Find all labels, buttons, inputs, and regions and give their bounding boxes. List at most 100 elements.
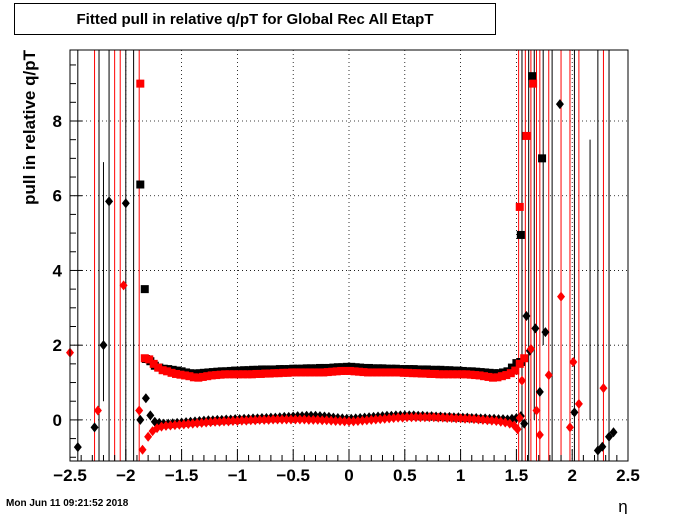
axes: −2.5 −2 −1.5 −1 −0.5 0 0.5 1 1.5 2 2.5 0 2 4 6 8 [53, 64, 640, 485]
x-tick-label: 2.5 [616, 466, 640, 485]
data-point-diamond [119, 280, 128, 291]
data-point-square [520, 354, 529, 363]
data-point-square [360, 363, 369, 372]
data-point-square [257, 365, 266, 374]
data-point-diamond [264, 414, 273, 425]
data-point-square [307, 364, 316, 373]
data-point-diamond [144, 431, 153, 442]
data-point-square [372, 368, 381, 377]
data-point-square [475, 371, 484, 380]
data-point-square [432, 365, 441, 374]
data-point-square [216, 370, 225, 379]
data-point-diamond [291, 414, 300, 425]
data-point-square [444, 370, 453, 379]
data-point-square [346, 366, 355, 375]
data-point-square [320, 363, 329, 372]
data-point-square [423, 365, 432, 374]
data-point-square [265, 369, 274, 378]
data-point-diamond [90, 422, 99, 433]
data-point-diamond [166, 420, 175, 431]
data-point-diamond [358, 415, 367, 426]
data-point-diamond [544, 370, 553, 381]
data-point-diamond [237, 415, 246, 426]
data-point-square [145, 355, 154, 364]
data-point-diamond [483, 415, 492, 426]
data-point-diamond [478, 414, 487, 425]
data-point-square [301, 368, 310, 377]
data-point-diamond [197, 417, 206, 428]
data-point-square [240, 366, 249, 375]
x-tick-label: −2 [116, 466, 135, 485]
data-point-square [377, 368, 386, 377]
data-point-diamond [309, 414, 318, 425]
data-point-diamond [380, 413, 389, 424]
data-point-square [292, 368, 301, 377]
data-point-square [221, 370, 230, 379]
data-point-square [355, 367, 364, 376]
data-point-diamond [141, 393, 150, 404]
data-point-square [417, 369, 426, 378]
data-point-square [350, 367, 359, 376]
data-point-diamond [73, 442, 82, 453]
data-point-square [185, 372, 194, 381]
y-tick-label: 0 [53, 411, 62, 430]
data-point-diamond [336, 416, 345, 427]
data-point-square [167, 368, 176, 377]
data-point-diamond [487, 415, 496, 426]
data-point-diamond [532, 405, 541, 416]
data-point-square [408, 369, 417, 378]
data-point-square [522, 131, 531, 140]
data-point-square [189, 373, 198, 382]
data-point-diamond [469, 414, 478, 425]
data-point-square [365, 363, 374, 372]
data-point-square [511, 366, 520, 375]
data-point-square [356, 363, 365, 372]
data-point-square [453, 370, 462, 379]
data-point-diamond [420, 412, 429, 423]
data-point-diamond [389, 413, 398, 424]
data-point-square [399, 368, 408, 377]
timestamp: Mon Jun 11 09:21:52 2018 [6, 498, 129, 509]
data-point-diamond [398, 412, 407, 423]
data-point-square [462, 370, 471, 379]
data-point-diamond [535, 429, 544, 440]
data-point-diamond [535, 386, 544, 397]
data-point-diamond [304, 414, 313, 425]
data-point-square [163, 367, 172, 376]
y-axis-label: pull in relative q/pT [20, 49, 39, 205]
data-point-square [386, 368, 395, 377]
data-point-square [359, 368, 368, 377]
data-point-square [448, 370, 457, 379]
data-point-diamond [251, 415, 260, 426]
data-point-square [140, 285, 149, 294]
x-tick-label: 0 [344, 466, 353, 485]
data-point-square [439, 370, 448, 379]
data-point-square [422, 369, 431, 378]
data-point-square [311, 364, 320, 373]
data-point-square [283, 368, 292, 377]
data-point-square [297, 368, 306, 377]
data-point-diamond [273, 414, 282, 425]
data-point-square [413, 369, 422, 378]
data-point-square [274, 369, 283, 378]
data-point-square [351, 363, 360, 372]
data-point-square [180, 371, 189, 380]
data-point-square [342, 362, 351, 371]
data-point-diamond [242, 415, 251, 426]
data-point-square [207, 371, 216, 380]
data-point-diamond [121, 198, 130, 209]
data-point-diamond [385, 413, 394, 424]
data-point-diamond [179, 419, 188, 430]
data-point-square [378, 364, 387, 373]
data-point-diamond [313, 414, 322, 425]
data-point-square [149, 359, 158, 368]
data-point-diamond [188, 418, 197, 429]
data-point-diamond [447, 413, 456, 424]
data-point-diamond [193, 418, 202, 429]
data-point-square [488, 373, 497, 382]
error-bars [77, 50, 610, 461]
data-point-square [484, 372, 493, 381]
data-point-diamond [345, 416, 353, 427]
data-point-square [302, 364, 311, 373]
